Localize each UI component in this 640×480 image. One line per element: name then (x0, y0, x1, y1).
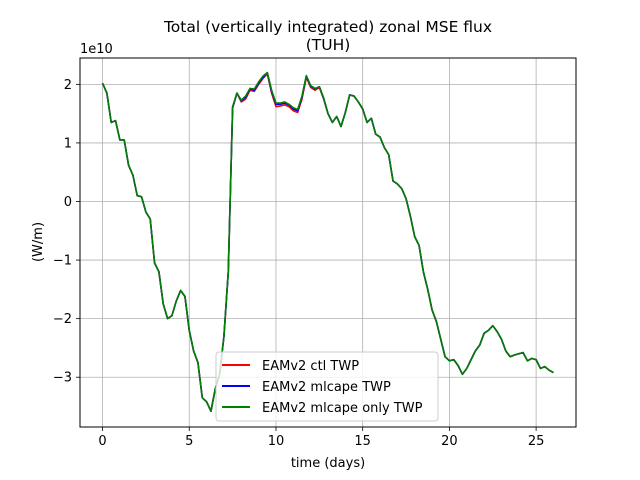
y-tick-label: −1 (53, 254, 72, 269)
y-offset-label: 1e10 (80, 42, 113, 57)
x-axis-ticks: 0 5 10 15 20 25 (98, 427, 544, 449)
series-line-mlcape-only (101, 71, 554, 412)
y-tick-label: −2 (53, 312, 72, 327)
x-tick-label: 10 (268, 434, 285, 449)
x-axis-label: time (days) (291, 456, 365, 471)
x-tick-label: 15 (354, 434, 371, 449)
grid-lines (80, 58, 576, 427)
y-tick-label: 1 (64, 136, 72, 151)
y-tick-label: 0 (64, 195, 72, 210)
y-axis-label: (W/m) (31, 222, 46, 262)
x-tick-label: 20 (441, 434, 458, 449)
x-tick-label: 0 (98, 434, 106, 449)
legend-label-mlcape-only: EAMv2 mlcape only TWP (262, 401, 423, 416)
y-tick-label: 2 (64, 78, 72, 93)
legend-label-mlcape: EAMv2 mlcape TWP (262, 380, 391, 395)
x-tick-label: 5 (185, 434, 193, 449)
legend-label-ctl: EAMv2 ctl TWP (262, 359, 359, 374)
plot-frame (79, 57, 577, 428)
y-axis-ticks: −3 −2 −1 0 1 2 (53, 78, 80, 386)
legend-box (215, 351, 439, 422)
series-lines (101, 71, 554, 412)
x-tick-label: 25 (528, 434, 545, 449)
chart-subtitle: (TUH) (306, 36, 351, 54)
chart-title: Total (vertically integrated) zonal MSE … (163, 18, 492, 36)
legend: EAMv2 ctl TWP EAMv2 mlcape TWP EAMv2 mlc… (215, 351, 439, 422)
y-tick-label: −3 (53, 371, 72, 386)
